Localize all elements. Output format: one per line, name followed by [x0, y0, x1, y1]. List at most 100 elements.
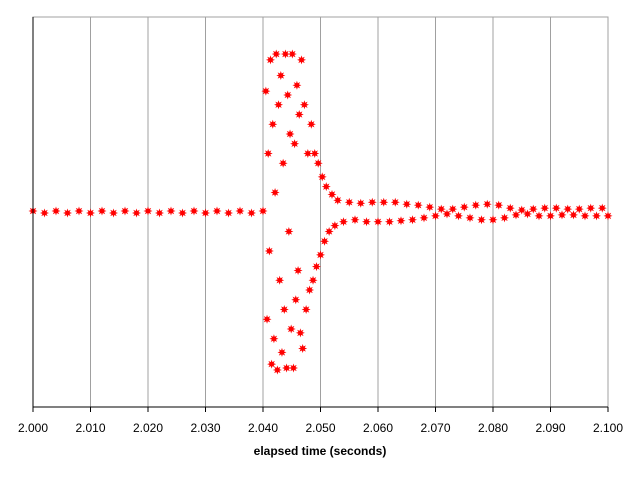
- point: [201, 208, 210, 218]
- point: [285, 129, 295, 139]
- point: [396, 216, 406, 226]
- point: [276, 71, 286, 80]
- point: [574, 204, 584, 214]
- point: [557, 210, 567, 220]
- x-tick-label: 2.100: [593, 421, 623, 435]
- point: [477, 215, 486, 225]
- point: [40, 208, 49, 218]
- point: [120, 206, 130, 216]
- point: [321, 182, 331, 192]
- point: [51, 206, 61, 216]
- point: [235, 206, 245, 216]
- point: [505, 203, 515, 213]
- point: [290, 139, 300, 149]
- point: [297, 55, 307, 65]
- point: [316, 250, 325, 260]
- point: [454, 211, 463, 221]
- point: [303, 149, 313, 158]
- point: [301, 305, 311, 314]
- point: [586, 203, 596, 213]
- point: [402, 199, 412, 209]
- x-axis-title: elapsed time (seconds): [254, 444, 387, 458]
- point: [271, 49, 281, 59]
- point: [333, 195, 343, 205]
- point: [275, 275, 285, 285]
- point: [283, 90, 293, 100]
- point: [373, 217, 383, 227]
- point: [258, 206, 268, 216]
- point: [313, 158, 323, 168]
- point: [272, 365, 282, 375]
- point: [551, 203, 561, 213]
- point: [540, 203, 550, 213]
- x-tick-label: 2.070: [420, 421, 450, 435]
- point: [292, 80, 302, 90]
- point: [278, 158, 288, 168]
- point: [155, 208, 164, 218]
- point: [324, 227, 334, 236]
- point: [379, 197, 389, 207]
- point: [317, 172, 327, 182]
- point: [262, 314, 272, 324]
- point: [327, 189, 337, 199]
- point: [268, 119, 278, 129]
- point: [287, 49, 297, 59]
- point: [178, 208, 187, 218]
- point: [282, 363, 292, 373]
- point: [294, 110, 304, 119]
- point: [563, 204, 573, 214]
- point: [597, 203, 607, 213]
- point: [267, 359, 277, 369]
- point: [274, 100, 284, 110]
- point: [293, 266, 303, 275]
- point: [471, 200, 481, 210]
- x-tick-label: 2.060: [363, 421, 393, 435]
- point: [97, 206, 107, 216]
- point: [308, 275, 318, 285]
- point: [425, 202, 435, 212]
- point: [330, 221, 340, 231]
- point: [265, 55, 275, 65]
- point: [288, 363, 298, 373]
- point: [295, 328, 305, 338]
- point: [299, 100, 309, 110]
- point: [413, 200, 423, 210]
- x-tick-label: 2.000: [18, 421, 48, 435]
- point: [280, 49, 290, 59]
- point: [212, 206, 222, 216]
- x-tick-label: 2.080: [478, 421, 508, 435]
- point: [270, 188, 280, 197]
- point: [367, 197, 377, 207]
- point: [311, 262, 321, 272]
- point: [264, 246, 274, 256]
- point: [528, 204, 538, 214]
- point: [189, 206, 199, 216]
- point: [344, 197, 354, 207]
- point: [569, 210, 578, 220]
- point: [247, 208, 256, 218]
- point: [298, 344, 308, 353]
- point: [448, 204, 458, 214]
- point: [459, 202, 469, 212]
- point: [385, 217, 394, 227]
- point: [279, 305, 289, 314]
- point: [546, 211, 555, 221]
- point: [263, 149, 273, 158]
- point: [63, 208, 72, 218]
- x-tick-label: 2.040: [248, 421, 278, 435]
- x-tick-label: 2.090: [535, 421, 565, 435]
- point: [277, 347, 287, 357]
- point: [500, 213, 509, 223]
- point: [224, 208, 233, 218]
- point: [517, 205, 527, 215]
- point: [534, 211, 544, 221]
- point: [143, 206, 153, 216]
- point: [306, 119, 316, 129]
- point: [339, 217, 348, 227]
- point: [74, 206, 84, 216]
- point: [390, 197, 400, 207]
- point: [436, 204, 446, 214]
- point: [419, 213, 429, 223]
- point: [132, 208, 141, 218]
